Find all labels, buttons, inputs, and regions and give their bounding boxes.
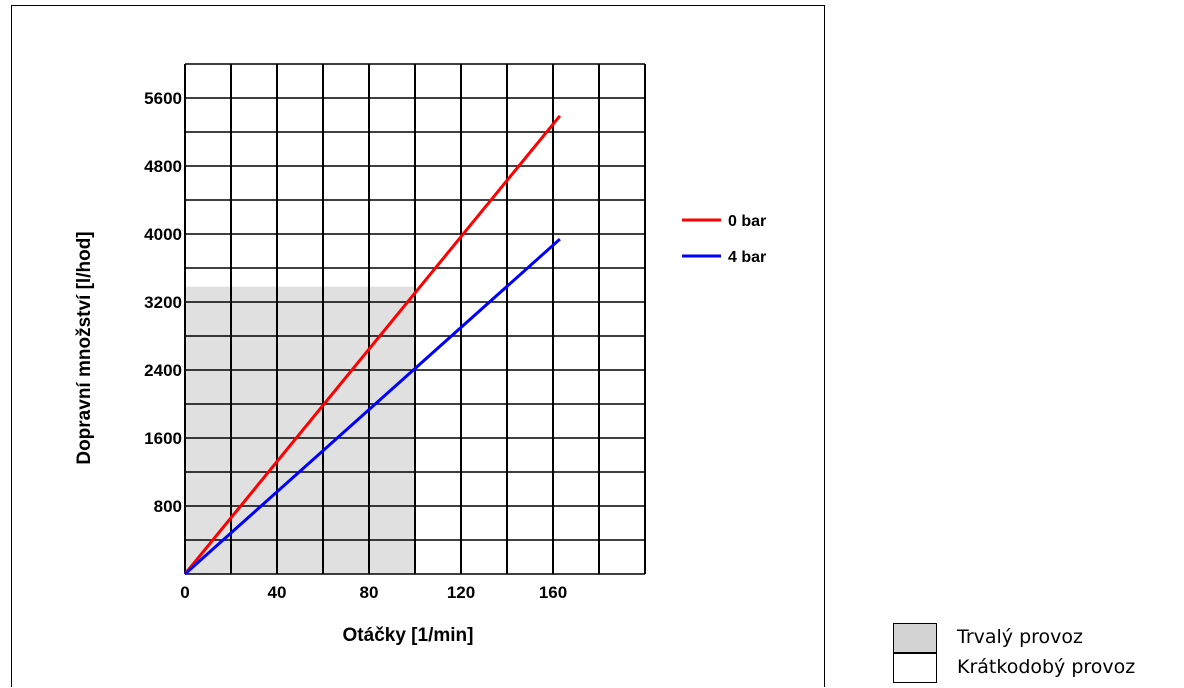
x-tick-label: 0 <box>180 583 189 602</box>
series-line-4-bar <box>184 237 561 576</box>
region-legend-item-short-term: Krátkodobý provoz <box>893 653 1183 683</box>
legend-label: 0 bar <box>728 213 766 230</box>
x-tick-label: 160 <box>539 583 567 602</box>
x-tick-label: 120 <box>447 583 475 602</box>
y-tick-label: 4000 <box>144 225 182 244</box>
x-tick-label: 80 <box>360 583 379 602</box>
y-tick-label: 2400 <box>144 361 182 380</box>
region-legend: Trvalý provoz Krátkodobý provoz <box>893 623 1183 683</box>
region-swatch-continuous <box>893 623 937 653</box>
y-axis-title: Dopravní množství [l/hod] <box>74 231 95 464</box>
region-legend-item-continuous: Trvalý provoz <box>893 623 1183 653</box>
legend-label: 4 bar <box>728 249 766 266</box>
y-tick-label: 3200 <box>144 293 182 312</box>
chart-frame <box>11 5 825 687</box>
x-axis-title: Otáčky [1/min] <box>343 625 474 646</box>
region-label-continuous: Trvalý provoz <box>957 626 1083 648</box>
x-tick-label: 40 <box>268 583 287 602</box>
series-line-0-bar <box>183 114 562 575</box>
y-tick-label: 4800 <box>144 157 182 176</box>
region-swatch-short-term <box>893 653 937 683</box>
y-tick-label: 1600 <box>144 429 182 448</box>
y-tick-label: 800 <box>154 497 182 516</box>
y-tick-label: 5600 <box>144 89 182 108</box>
region-label-short-term: Krátkodobý provoz <box>957 656 1136 678</box>
